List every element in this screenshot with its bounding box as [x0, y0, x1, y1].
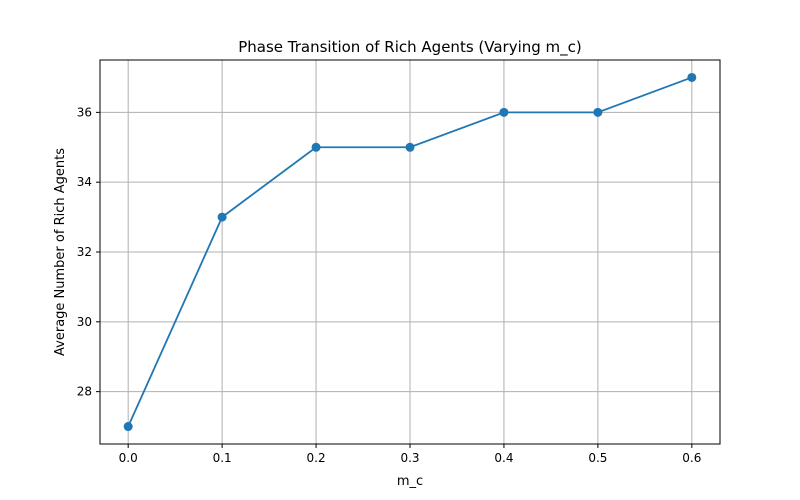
x-tick-label: 0.1 — [213, 451, 232, 465]
y-tick-label: 32 — [77, 245, 92, 259]
y-axis-label: Average Number of Rich Agents — [53, 148, 68, 356]
plot-frame — [99, 59, 721, 445]
data-point — [217, 212, 227, 222]
data-point — [123, 422, 133, 432]
data-point — [593, 107, 603, 117]
data-point — [499, 107, 509, 117]
x-tick-label: 0.3 — [400, 451, 419, 465]
series-layer — [123, 72, 697, 432]
y-tick-label: 28 — [77, 385, 92, 399]
x-tick-label: 0.5 — [588, 451, 607, 465]
x-tick-label: 0.2 — [307, 451, 326, 465]
axis-ticks: 0.0 0.1 0.2 0.3 0.4 0.5 0.6 28 30 32 34 36 — [77, 105, 702, 465]
x-tick-label: 0.4 — [494, 451, 513, 465]
data-point — [405, 142, 415, 152]
x-axis-label: m_c — [397, 474, 423, 489]
y-tick-label: 36 — [77, 105, 92, 119]
data-point — [687, 72, 697, 82]
y-tick-label: 34 — [77, 175, 92, 189]
data-point — [311, 142, 321, 152]
grid — [100, 60, 720, 444]
y-tick-label: 30 — [77, 315, 92, 329]
chart-title: Phase Transition of Rich Agents (Varying… — [238, 38, 582, 57]
x-tick-label: 0.6 — [682, 451, 701, 465]
x-tick-label: 0.0 — [119, 451, 138, 465]
